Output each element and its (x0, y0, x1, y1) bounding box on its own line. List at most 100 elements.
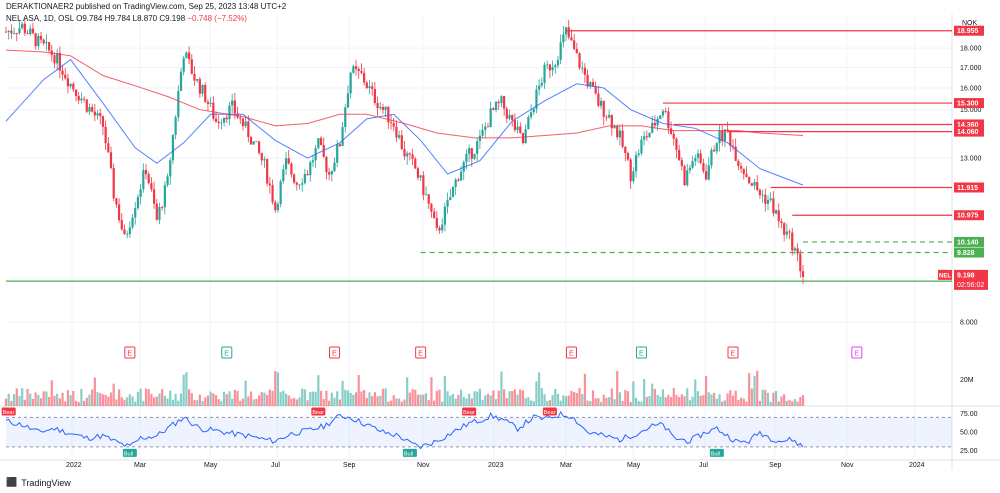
candle-body (527, 117, 530, 130)
rsi-tick-label: 25.00 (960, 448, 978, 455)
volume-bar (187, 389, 191, 406)
symbol-tag-label: NEL (939, 273, 951, 279)
volume-bar (311, 391, 315, 406)
candle-body (126, 233, 129, 235)
candle-body (519, 126, 522, 133)
volume-bar (737, 399, 740, 406)
volume-bar (282, 390, 285, 406)
candle-body (581, 67, 584, 69)
volume-bar (578, 388, 581, 406)
volume-bar (457, 394, 460, 406)
candle-body (152, 189, 156, 204)
volume-bar (721, 401, 724, 406)
candle-body (29, 28, 32, 34)
candle-body (171, 134, 175, 161)
candle-body (109, 152, 113, 169)
volume-bar (29, 393, 32, 406)
candle-body (244, 121, 247, 127)
volume-bar (179, 393, 183, 406)
candle-body (643, 136, 646, 140)
candle-body (516, 126, 519, 131)
candle-body (424, 194, 428, 196)
price-tick-label: 8.000 (960, 320, 978, 327)
candle-body (166, 176, 169, 186)
candle-body (349, 72, 352, 94)
time-tick-label: Jul (271, 462, 280, 469)
candle-body (99, 113, 102, 117)
volume-bar (389, 400, 393, 406)
candle-body (573, 40, 576, 49)
price-level-label: 9.828 (957, 250, 975, 257)
candle-body (766, 199, 770, 204)
candle-body (228, 105, 231, 120)
volume-bar (150, 393, 153, 406)
candle-body (26, 33, 29, 34)
volume-bar (387, 401, 390, 406)
candle-body (669, 128, 673, 134)
candle-body (459, 171, 463, 181)
volume-bar (661, 389, 665, 406)
candle-body (368, 86, 371, 88)
candle-body (96, 113, 99, 116)
time-tick-label: May (627, 462, 641, 469)
symbol-name: NEL ASA, 1D, OSL (6, 14, 74, 23)
volume-bar (416, 394, 420, 406)
volume-bar (169, 390, 172, 406)
candle-body (486, 126, 490, 128)
volume-bar (163, 395, 166, 406)
volume-bar (142, 400, 145, 406)
volume-bar (7, 393, 10, 406)
volume-bar (659, 396, 662, 406)
volume-bar (58, 398, 61, 406)
volume-bar (513, 389, 516, 406)
volume-bar (481, 399, 484, 406)
candle-body (287, 158, 290, 164)
volume-bar (206, 395, 210, 406)
candle-body (801, 271, 805, 277)
candle-body (629, 159, 632, 182)
candle-body (201, 84, 204, 94)
candle-body (61, 70, 64, 75)
price-level-tag (954, 98, 984, 109)
candle-body (653, 122, 657, 126)
volume-bar (306, 400, 309, 406)
volume-bar (96, 392, 99, 406)
volume-bar (117, 389, 121, 406)
price-level-tag (954, 182, 984, 193)
candle-body (468, 148, 471, 154)
volume-bar (656, 394, 659, 406)
volume-bar (532, 401, 535, 406)
volume-bar (93, 377, 96, 406)
volume-bar (581, 393, 584, 406)
legend-change: −0.748 (−7.52%) (187, 14, 247, 23)
volume-bar (406, 377, 409, 406)
candle-body (613, 126, 616, 129)
volume-bar (680, 394, 683, 406)
candle-body (161, 206, 164, 208)
candle-body (745, 174, 748, 178)
candle-body (179, 71, 183, 91)
volume-bar (88, 394, 91, 406)
candle-body (764, 194, 767, 204)
volume-bar (26, 389, 29, 406)
volume-bar (314, 391, 317, 406)
volume-bar (365, 397, 368, 406)
volume-bar (384, 388, 387, 406)
candle-body (772, 198, 775, 214)
rsi-line (5, 410, 804, 450)
volume-bar (50, 380, 53, 406)
volume-bar (4, 398, 8, 406)
price-level-tag (954, 247, 984, 258)
footer-brand: ⬛ TradingView (6, 477, 71, 488)
candle-body (330, 171, 333, 175)
price-level-label: 10.140 (957, 239, 979, 246)
volume-bar (718, 394, 721, 406)
volume-bar (473, 391, 476, 406)
candle-body (680, 160, 683, 167)
volume-bar (381, 388, 385, 406)
volume-bar (756, 370, 759, 406)
volume-bar (161, 389, 164, 406)
candle-body (438, 227, 441, 231)
volume-bar (683, 396, 686, 406)
